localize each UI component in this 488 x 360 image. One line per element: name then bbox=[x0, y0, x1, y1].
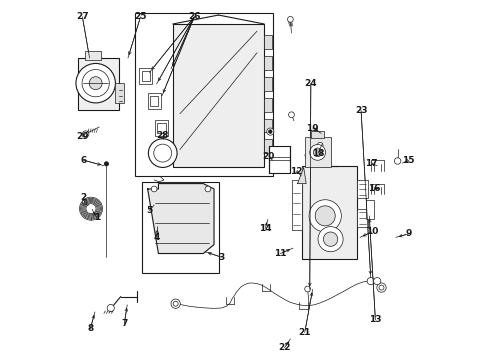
Text: 23: 23 bbox=[354, 105, 366, 114]
Bar bbox=[157, 123, 165, 134]
Circle shape bbox=[317, 142, 323, 148]
Circle shape bbox=[153, 144, 171, 162]
Circle shape bbox=[171, 299, 180, 309]
Text: 28: 28 bbox=[156, 131, 169, 140]
Text: 26: 26 bbox=[188, 12, 200, 21]
Text: 8: 8 bbox=[87, 324, 93, 333]
Text: 20: 20 bbox=[262, 152, 275, 161]
Circle shape bbox=[266, 128, 273, 135]
Circle shape bbox=[308, 200, 341, 232]
Circle shape bbox=[82, 200, 86, 204]
Text: 21: 21 bbox=[298, 328, 310, 337]
Circle shape bbox=[323, 232, 337, 246]
Text: 19: 19 bbox=[305, 123, 318, 132]
Circle shape bbox=[148, 139, 177, 167]
Polygon shape bbox=[147, 184, 214, 253]
Text: 10: 10 bbox=[365, 228, 377, 237]
Text: 6: 6 bbox=[81, 156, 87, 165]
Circle shape bbox=[173, 301, 178, 306]
Circle shape bbox=[204, 186, 210, 192]
Text: 11: 11 bbox=[274, 249, 286, 258]
Bar bbox=[149, 96, 158, 107]
Circle shape bbox=[394, 158, 400, 164]
Circle shape bbox=[304, 286, 310, 292]
Bar bbox=[85, 51, 101, 60]
Bar bbox=[357, 180, 367, 198]
Text: 1: 1 bbox=[93, 213, 100, 222]
Bar bbox=[264, 98, 271, 112]
Circle shape bbox=[314, 206, 335, 226]
Bar bbox=[301, 166, 357, 259]
Circle shape bbox=[378, 285, 383, 290]
Circle shape bbox=[107, 305, 114, 312]
Circle shape bbox=[82, 131, 89, 137]
Bar bbox=[357, 209, 367, 226]
Text: 7: 7 bbox=[121, 319, 127, 328]
Bar bbox=[264, 36, 271, 49]
Text: 3: 3 bbox=[218, 253, 224, 262]
Text: 18: 18 bbox=[311, 149, 324, 158]
Text: 15: 15 bbox=[402, 156, 414, 165]
Circle shape bbox=[151, 186, 157, 192]
Bar bbox=[268, 146, 289, 173]
Bar bbox=[142, 71, 150, 81]
Circle shape bbox=[309, 144, 325, 160]
Bar bbox=[78, 58, 119, 110]
Circle shape bbox=[317, 226, 343, 252]
Text: 22: 22 bbox=[278, 343, 290, 352]
Circle shape bbox=[313, 148, 321, 157]
Text: 25: 25 bbox=[134, 12, 146, 21]
Circle shape bbox=[76, 63, 115, 103]
Bar bbox=[264, 139, 271, 153]
Text: 17: 17 bbox=[365, 159, 377, 168]
Bar bbox=[310, 131, 324, 138]
Text: 29: 29 bbox=[76, 132, 88, 141]
Text: 16: 16 bbox=[367, 184, 380, 193]
Circle shape bbox=[288, 112, 294, 118]
Bar bbox=[264, 56, 271, 70]
Text: 14: 14 bbox=[259, 224, 271, 233]
Text: 27: 27 bbox=[76, 12, 88, 21]
Bar bbox=[366, 200, 373, 220]
Circle shape bbox=[366, 278, 373, 285]
Bar bbox=[142, 182, 219, 273]
Bar bbox=[264, 119, 271, 132]
Polygon shape bbox=[297, 167, 305, 184]
Text: 13: 13 bbox=[368, 315, 381, 324]
Circle shape bbox=[82, 69, 109, 97]
Circle shape bbox=[268, 130, 271, 134]
Bar bbox=[115, 83, 123, 103]
Circle shape bbox=[104, 162, 108, 166]
Bar bbox=[135, 13, 273, 176]
Bar bbox=[304, 137, 330, 167]
Circle shape bbox=[287, 17, 293, 22]
Bar bbox=[147, 93, 160, 109]
Text: 5: 5 bbox=[146, 206, 152, 215]
Bar bbox=[172, 24, 264, 167]
Bar bbox=[139, 68, 152, 84]
Bar bbox=[264, 77, 271, 91]
Text: 24: 24 bbox=[304, 79, 317, 88]
Circle shape bbox=[376, 283, 386, 292]
Bar bbox=[155, 120, 167, 136]
Text: 12: 12 bbox=[290, 167, 302, 176]
Bar bbox=[291, 180, 301, 230]
Text: 9: 9 bbox=[405, 229, 411, 238]
Text: 2: 2 bbox=[81, 193, 87, 202]
Circle shape bbox=[373, 278, 380, 285]
Text: 4: 4 bbox=[153, 233, 160, 242]
Circle shape bbox=[89, 77, 102, 90]
